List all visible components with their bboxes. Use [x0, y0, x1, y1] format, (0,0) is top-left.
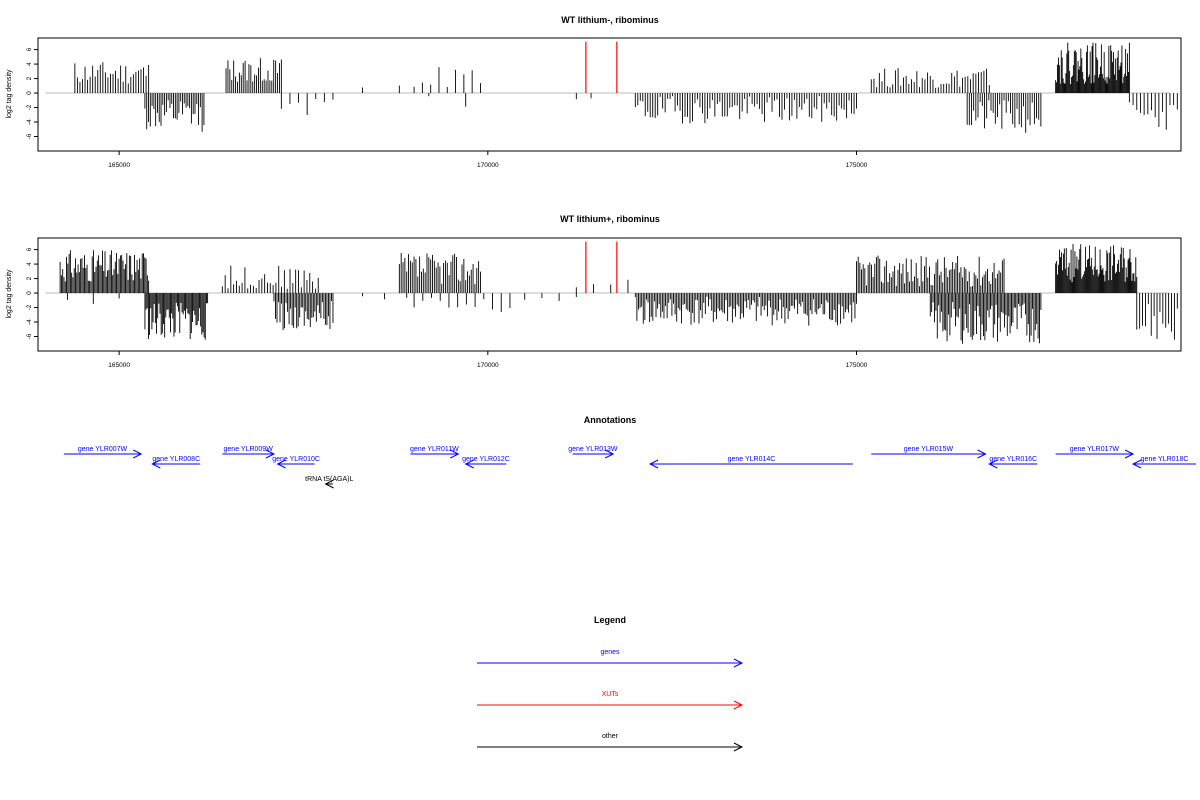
y-tick-label: -6	[26, 333, 33, 339]
y-tick-label: -2	[26, 104, 33, 110]
annotation-feature: gene YLR014C	[648, 456, 853, 469]
y-tick-label: 2	[26, 76, 33, 80]
arrow-head	[733, 658, 744, 668]
plot-frame	[37, 37, 1182, 152]
feature-label: gene YLR008C	[152, 456, 200, 463]
annotation-feature: gene YLR013W	[568, 446, 618, 459]
y-tick-label: 4	[26, 262, 33, 266]
y-tick-label: 0	[26, 291, 33, 295]
arrow-head	[324, 479, 334, 489]
legend-item: other	[477, 733, 744, 752]
feature-label: gene YLR017W	[1070, 446, 1120, 453]
annotation-feature: gene YLR011W	[410, 446, 460, 459]
feature-label: tRNA tS(AGA)L	[305, 476, 353, 483]
annotation-feature: gene YLR015W	[871, 446, 987, 459]
annotation-feature: gene YLR016C	[988, 456, 1038, 469]
track-panel-lithium-plus: WT lithium+, ribominus log2 tag density …	[6, 214, 1182, 369]
y-tick-label: 6	[26, 47, 33, 51]
annotation-feature: gene YLR008C	[151, 456, 201, 469]
legend-label: other	[602, 733, 619, 740]
arrow-head	[151, 459, 161, 469]
density-bars	[45, 241, 1178, 344]
arrow-head	[450, 449, 460, 459]
annotation-feature: tRNA tS(AGA)L	[305, 476, 354, 489]
arrow-head	[265, 449, 276, 459]
legend-item: genes	[477, 649, 744, 668]
track-title: WT lithium+, ribominus	[560, 214, 660, 224]
feature-label: gene YLR009W	[224, 446, 274, 453]
annotation-feature: gene YLR017W	[1055, 446, 1135, 459]
arrow-head	[733, 700, 744, 710]
arrow-head	[733, 742, 744, 752]
feature-label: gene YLR010C	[272, 456, 320, 463]
plot-frame	[37, 237, 1182, 352]
arrow-head	[988, 459, 998, 469]
feature-label: gene YLR007W	[78, 446, 128, 453]
x-tick-label: 165000	[108, 362, 130, 369]
annotation-feature: gene YLR007W	[63, 446, 143, 459]
axis-ticks: 6 4 2 0 -2 -4 -6 165000 170000 175000	[26, 47, 868, 169]
y-tick-label: -6	[26, 133, 33, 139]
annotation-feature: gene YLR018C	[1131, 456, 1196, 469]
feature-label: gene YLR016C	[989, 456, 1037, 463]
annotations-title: Annotations	[584, 415, 637, 425]
y-tick-label: 2	[26, 276, 33, 280]
feature-label: gene YLR013W	[568, 446, 618, 453]
x-tick-label: 170000	[477, 362, 499, 369]
y-tick-label: 6	[26, 247, 33, 251]
y-tick-label: 4	[26, 62, 33, 66]
annotation-feature: gene YLR012C	[462, 456, 510, 469]
legend-label: genes	[600, 649, 620, 656]
x-tick-label: 165000	[108, 162, 130, 169]
arrow-head	[133, 449, 143, 459]
y-axis-label: log2 tag density	[6, 69, 13, 119]
y-axis-label: log2 tag density	[6, 269, 13, 319]
feature-label: gene YLR018C	[1141, 456, 1189, 463]
annotation-features: gene YLR007W gene YLR008C gene YLR009W gene…	[63, 446, 1196, 489]
arrow-head	[1131, 459, 1142, 469]
feature-label: gene YLR012C	[462, 456, 510, 463]
legend-items: genes XUTs other	[477, 649, 744, 752]
legend-label: XUTs	[602, 691, 619, 698]
arrow-head	[648, 459, 659, 469]
feature-label: gene YLR011W	[410, 446, 459, 453]
x-tick-label: 170000	[477, 162, 499, 169]
annotation-feature: gene YLR010C	[272, 456, 320, 469]
arrow-head	[604, 449, 615, 459]
legend-item: XUTs	[477, 691, 744, 710]
arrow-head	[464, 459, 474, 469]
annotation-feature: gene YLR009W	[222, 446, 276, 459]
y-tick-label: -2	[26, 304, 33, 310]
feature-label: gene YLR014C	[728, 456, 776, 463]
track-title: WT lithium-, ribominus	[561, 15, 659, 25]
arrow-head	[977, 449, 987, 459]
x-tick-label: 175000	[846, 162, 868, 169]
legend: Legend genes XUTs other	[477, 615, 744, 752]
axis-ticks: 6 4 2 0 -2 -4 -6 165000 170000 175000	[26, 247, 868, 369]
y-tick-label: -4	[26, 119, 33, 125]
y-tick-label: 0	[26, 91, 33, 95]
density-bars	[45, 41, 1178, 133]
x-tick-label: 175000	[846, 362, 868, 369]
arrow-head	[1124, 449, 1135, 459]
legend-title: Legend	[594, 615, 626, 625]
arrow-head	[276, 459, 286, 469]
y-tick-label: -4	[26, 319, 33, 325]
track-panel-lithium-minus: WT lithium-, ribominus log2 tag density …	[6, 15, 1182, 169]
feature-label: gene YLR015W	[904, 446, 954, 453]
